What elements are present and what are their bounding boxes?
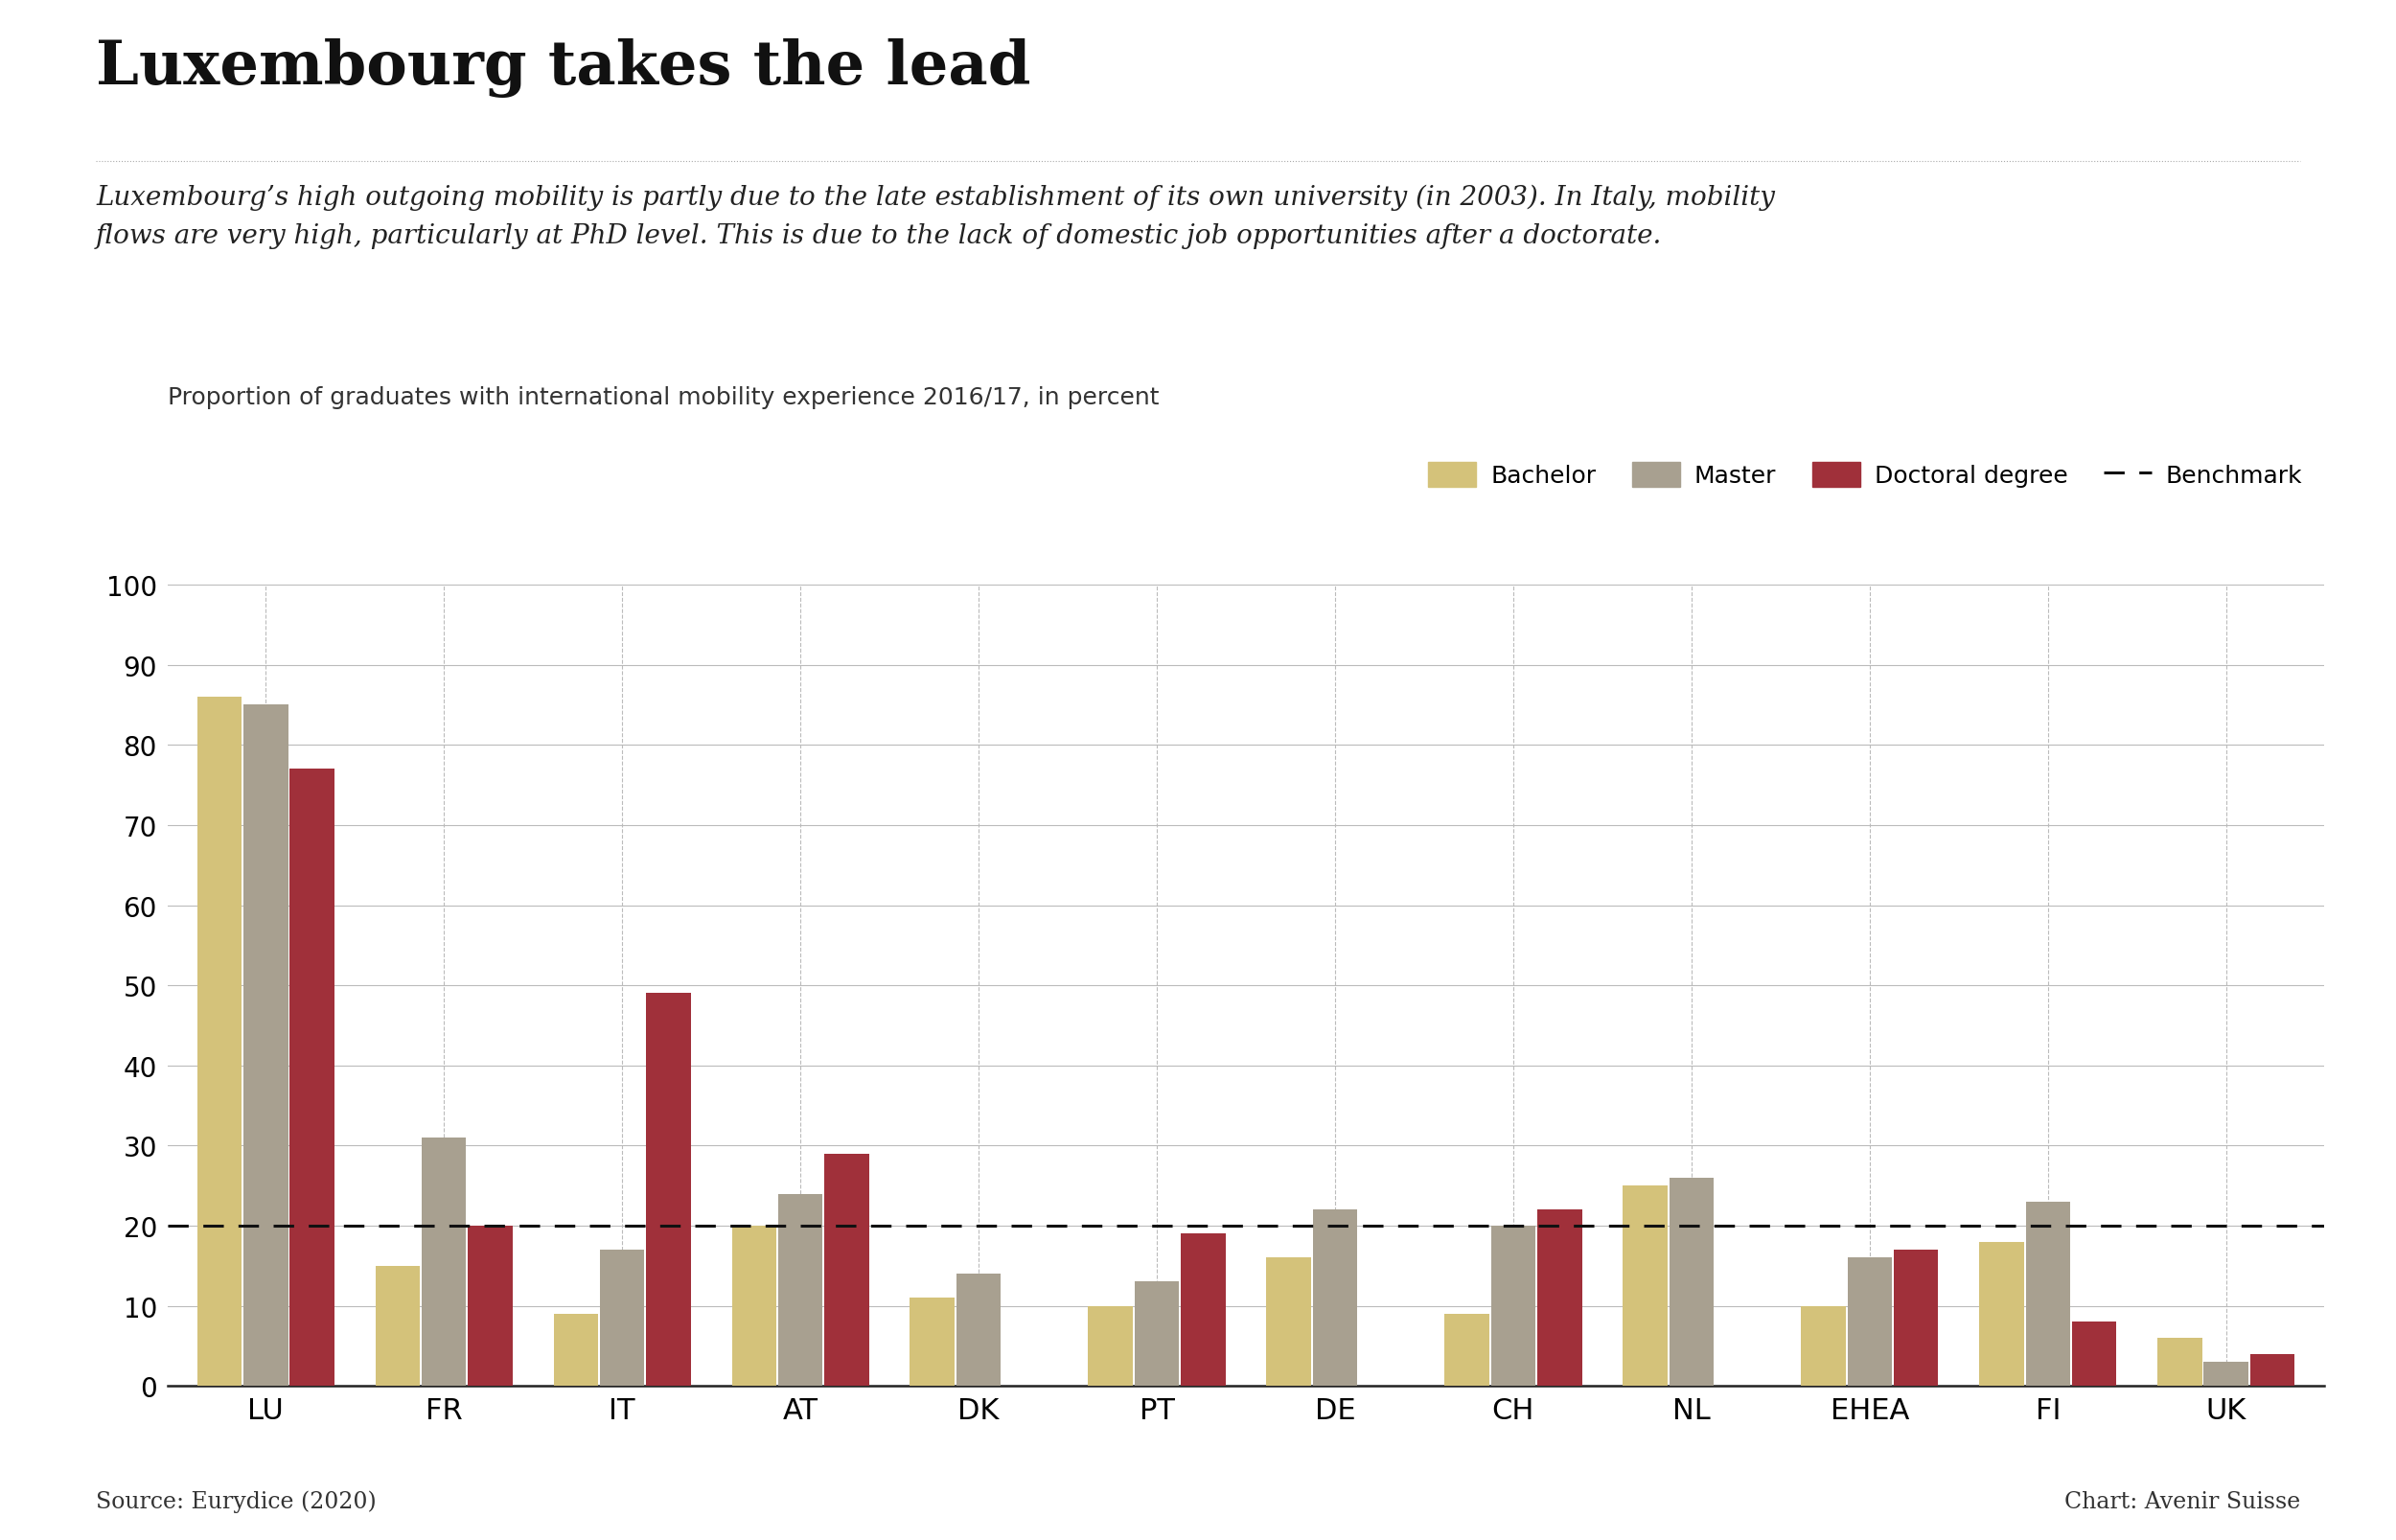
Bar — [2025, 1201, 2070, 1386]
Bar — [1670, 1178, 1713, 1386]
Bar — [1088, 1306, 1133, 1386]
Bar — [779, 1194, 822, 1386]
Bar — [1136, 1281, 1179, 1386]
Text: Luxembourg takes the lead: Luxembourg takes the lead — [96, 38, 1030, 99]
Bar — [731, 1226, 776, 1386]
Bar — [2073, 1321, 2116, 1386]
Bar — [1979, 1241, 2025, 1386]
Bar — [244, 705, 288, 1386]
Bar — [2156, 1338, 2202, 1386]
Bar — [1267, 1258, 1311, 1386]
Bar — [2204, 1361, 2247, 1386]
Bar — [1847, 1258, 1893, 1386]
Bar — [2250, 1354, 2295, 1386]
Bar — [1538, 1210, 1581, 1386]
Bar — [553, 1314, 599, 1386]
Bar — [956, 1274, 1002, 1386]
Text: Source: Eurydice (2020): Source: Eurydice (2020) — [96, 1489, 376, 1512]
Bar — [647, 993, 690, 1386]
Bar — [599, 1250, 645, 1386]
Text: Chart: Avenir Suisse: Chart: Avenir Suisse — [2065, 1491, 2300, 1512]
Bar — [422, 1138, 467, 1386]
Bar — [910, 1298, 954, 1386]
Bar — [467, 1226, 513, 1386]
Text: Luxembourg’s high outgoing mobility is partly due to the late establishment of i: Luxembourg’s high outgoing mobility is p… — [96, 185, 1775, 249]
Text: Proportion of graduates with international mobility experience 2016/17, in perce: Proportion of graduates with internation… — [168, 387, 1160, 410]
Bar — [1181, 1234, 1224, 1386]
Bar — [290, 770, 335, 1386]
Bar — [1490, 1226, 1536, 1386]
Bar — [1313, 1210, 1356, 1386]
Bar — [1622, 1186, 1668, 1386]
Legend: Bachelor, Master, Doctoral degree, Benchmark: Bachelor, Master, Doctoral degree, Bench… — [1418, 453, 2312, 497]
Bar — [1802, 1306, 1845, 1386]
Bar — [824, 1153, 870, 1386]
Bar — [196, 698, 242, 1386]
Bar — [376, 1266, 419, 1386]
Bar — [1893, 1250, 1938, 1386]
Bar — [1445, 1314, 1490, 1386]
